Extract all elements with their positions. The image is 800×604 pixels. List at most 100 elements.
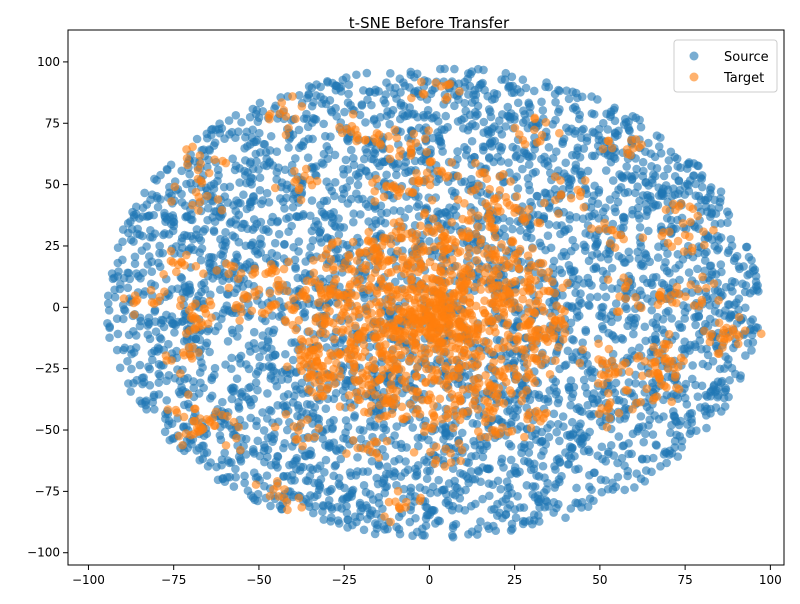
- source-point: [192, 225, 202, 234]
- source-point: [504, 158, 513, 167]
- source-point: [330, 191, 339, 201]
- source-point: [635, 223, 645, 232]
- source-point: [331, 388, 341, 398]
- source-point: [230, 232, 240, 242]
- source-point: [260, 140, 270, 149]
- target-point: [532, 325, 541, 335]
- source-point: [269, 434, 279, 444]
- source-point: [548, 153, 558, 163]
- target-point: [500, 263, 510, 273]
- source-point: [371, 85, 380, 95]
- source-point: [325, 486, 335, 496]
- source-point: [219, 182, 229, 192]
- source-point: [293, 411, 302, 421]
- target-point: [417, 247, 427, 256]
- source-point: [723, 300, 733, 309]
- source-point: [270, 238, 280, 248]
- target-point: [304, 327, 314, 336]
- source-point: [471, 451, 481, 461]
- target-point: [428, 273, 437, 283]
- source-point: [601, 292, 611, 302]
- source-point: [220, 235, 230, 245]
- source-point: [623, 321, 632, 331]
- target-point: [379, 280, 388, 289]
- source-point: [135, 360, 145, 370]
- source-point: [266, 460, 276, 470]
- source-point: [129, 326, 138, 336]
- source-point: [478, 452, 488, 462]
- target-point: [416, 221, 425, 231]
- source-point: [112, 345, 122, 355]
- source-point: [317, 238, 326, 247]
- source-point: [751, 271, 761, 281]
- target-point: [490, 403, 499, 413]
- target-point: [520, 345, 529, 354]
- source-point: [196, 255, 206, 265]
- source-point: [716, 187, 726, 196]
- source-point: [311, 216, 321, 226]
- source-point: [508, 142, 517, 152]
- source-point: [619, 397, 629, 407]
- target-point: [408, 336, 417, 346]
- target-point: [496, 355, 506, 364]
- source-point: [707, 270, 717, 279]
- source-point: [536, 437, 545, 447]
- source-point: [362, 148, 372, 157]
- source-point: [697, 344, 706, 354]
- source-point: [192, 446, 201, 455]
- target-point: [464, 231, 474, 241]
- source-point: [207, 375, 216, 385]
- source-point: [573, 93, 582, 103]
- source-point: [264, 227, 273, 236]
- source-point: [620, 485, 630, 495]
- source-point: [398, 110, 407, 119]
- source-point: [536, 494, 545, 504]
- source-point: [234, 210, 244, 220]
- source-point: [622, 304, 631, 314]
- source-point: [323, 78, 332, 87]
- target-point: [412, 387, 421, 397]
- source-point: [513, 491, 522, 501]
- source-point: [258, 408, 267, 417]
- source-point: [510, 463, 520, 472]
- source-point: [188, 234, 198, 244]
- source-point: [555, 265, 565, 275]
- source-point: [659, 171, 669, 181]
- source-point: [641, 466, 651, 475]
- source-point: [153, 202, 163, 212]
- source-point: [215, 431, 225, 440]
- source-point: [235, 163, 244, 173]
- source-point: [505, 217, 514, 226]
- source-point: [390, 456, 399, 466]
- source-point: [680, 314, 689, 323]
- source-point: [551, 390, 561, 399]
- source-point: [394, 512, 404, 522]
- source-point: [618, 335, 628, 344]
- source-point: [549, 498, 559, 507]
- source-point: [741, 303, 750, 313]
- source-point: [550, 483, 560, 492]
- source-point: [231, 111, 241, 120]
- source-point: [159, 230, 168, 240]
- target-point: [388, 384, 397, 394]
- source-point: [155, 262, 165, 272]
- source-point: [263, 337, 273, 346]
- source-point: [119, 305, 129, 314]
- target-point: [476, 285, 486, 294]
- source-point: [585, 409, 594, 419]
- source-point: [209, 141, 219, 150]
- target-point: [387, 409, 397, 418]
- source-point: [567, 393, 577, 402]
- target-point: [511, 276, 520, 286]
- source-point: [564, 459, 574, 469]
- source-point: [301, 476, 311, 485]
- source-point: [644, 138, 653, 148]
- source-point: [544, 432, 554, 442]
- source-point: [420, 455, 429, 465]
- source-point: [606, 151, 615, 161]
- source-point: [155, 371, 165, 381]
- source-point: [154, 378, 164, 387]
- source-point: [541, 245, 550, 255]
- source-point: [656, 149, 666, 158]
- source-point: [610, 116, 620, 126]
